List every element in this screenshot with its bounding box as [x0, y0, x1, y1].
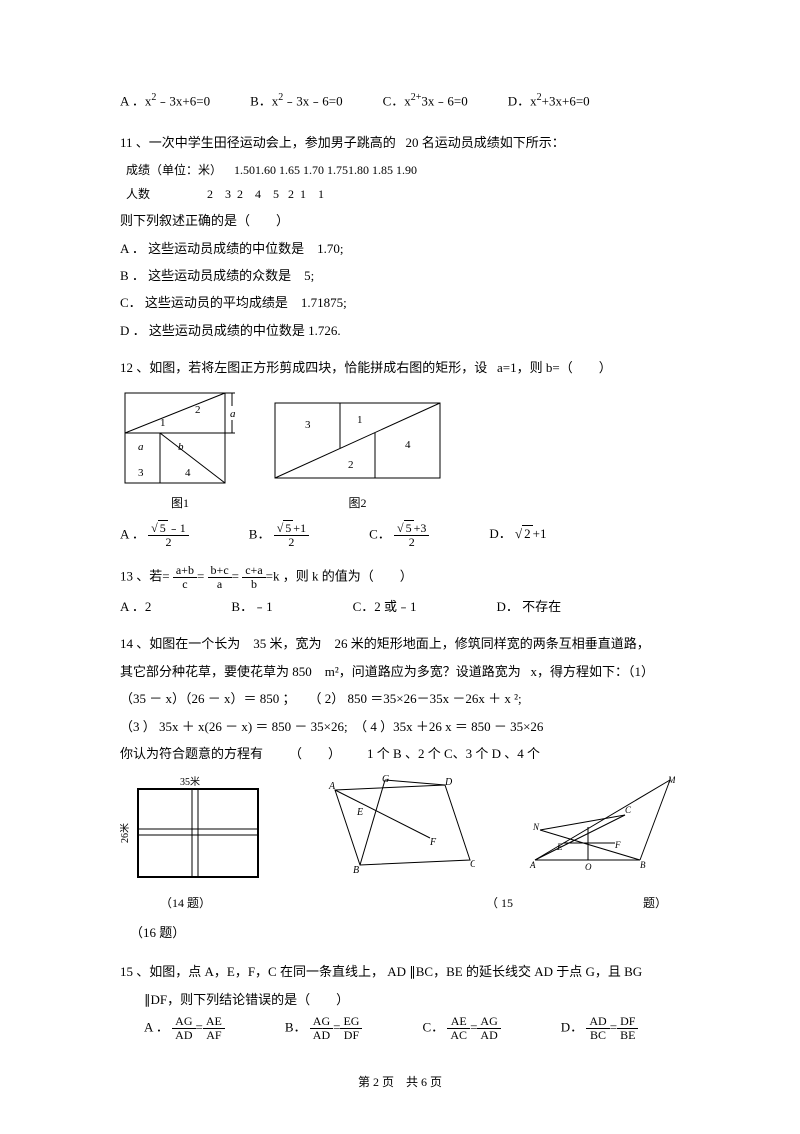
svg-text:N: N [532, 822, 540, 832]
q15-stem2: ∥DF，则下列结论错误的是（ ） [144, 988, 680, 1011]
q14-l2: 其它部分种花草，要使花草为 850 m²，问道路应为多宽？设道路宽为 x，得方程… [120, 660, 680, 683]
q15-options: A ． AGAD=AEAF B． AGAD=EGDF C． AEAC=AGAD … [144, 1015, 680, 1042]
svg-text:b: b [178, 441, 184, 453]
q12-a: A ． 5﹣12 [120, 522, 189, 549]
q10-d: D．x2+3x+6=0 [508, 89, 590, 113]
q13-stem: 13 、若= a+bc= b+ca= c+ab=k ，则 k 的值为（ ） [120, 564, 680, 591]
q12-d: D． 2+1 [489, 522, 546, 549]
cap-16: （16 题） [130, 921, 680, 944]
q11-table-2: 人数 2 3 2 4 5 2 1 1 [126, 184, 680, 206]
page-footer: 第 2 页 共 6 页 [120, 1072, 680, 1094]
svg-text:B: B [640, 860, 646, 870]
q12-fig1: a 1 2 a b 3 4 图1 [120, 388, 240, 515]
q10-b: B．x2﹣3x﹣6=0 [250, 89, 343, 113]
svg-text:a: a [138, 441, 144, 453]
svg-text:a: a [230, 408, 236, 420]
svg-text:A: A [529, 860, 536, 870]
svg-text:F: F [614, 840, 621, 850]
q15-stem: 15 、如图，点 A，E，F，C 在同一条直线上， AD ∥BC，BE 的延长线… [120, 960, 680, 983]
q12-c: C． 5+32 [369, 522, 429, 549]
svg-text:B: B [353, 865, 359, 875]
svg-text:E: E [356, 807, 363, 818]
q15-b: B． AGAD=EGDF [285, 1015, 363, 1042]
q15-d: D． ADBC=DFBE [561, 1015, 639, 1042]
fig-captions: （14 题） （ 15 题） [120, 893, 680, 915]
q13-b: B．﹣1 [231, 595, 272, 618]
q11-a: A ． 这些运动员成绩的中位数是 1.70; [120, 237, 680, 260]
svg-text:2: 2 [195, 404, 201, 416]
q11-b: B ． 这些运动员成绩的众数是 5; [120, 264, 680, 287]
svg-text:3: 3 [138, 467, 144, 479]
q11-pre: 则下列叙述正确的是（ ） [120, 209, 680, 232]
q14-l3: （35 － x）（26 － x）＝ 850 ； （ 2） 850 ＝35×26－… [120, 687, 680, 710]
fig-16: A B M N C E F O [525, 775, 675, 875]
q14-figures: 35米 26米 A G D E F B C [120, 775, 680, 885]
q11-c: C． 这些运动员的平均成绩是 1.71875; [120, 291, 680, 314]
q14-l1: 14 、如图在一个长为 35 米，宽为 26 米的矩形地面上，修筑同样宽的两条互… [120, 632, 680, 655]
q11-stem: 11 、一次中学生田径运动会上，参加男子跳高的 20 名运动员成绩如下所示： [120, 131, 680, 154]
q15-c: C． AEAC=AGAD [422, 1015, 500, 1042]
q12-figures: a 1 2 a b 3 4 图1 3 1 2 4 图2 [120, 388, 680, 515]
svg-text:35米: 35米 [180, 775, 200, 788]
svg-text:26米: 26米 [120, 823, 131, 843]
svg-text:F: F [429, 837, 437, 848]
svg-text:C: C [625, 805, 632, 815]
q10-options: A ．x2﹣3x+6=0 B．x2﹣3x﹣6=0 C．x2+3x﹣6=0 D．x… [120, 89, 680, 113]
q13-options: A ．2 B．﹣1 C．2 或﹣1 D． 不存在 [120, 595, 680, 618]
q14-l5: 你认为符合题意的方程有 （ ） 1 个 B 、2 个 C、3 个 D 、4 个 [120, 742, 680, 765]
q13-d: D． 不存在 [497, 595, 562, 618]
svg-text:M: M [667, 775, 675, 785]
svg-text:3: 3 [305, 419, 311, 431]
svg-text:1: 1 [357, 414, 363, 426]
fig-15: A G D E F B C [315, 775, 475, 875]
q11-d: D ． 这些运动员成绩的中位数是 1.726. [120, 319, 680, 342]
svg-text:1: 1 [160, 417, 166, 429]
q14-l4: （3 ） 35x ＋ x(26 － x) ＝ 850 － 35×26; （ 4 … [120, 715, 680, 738]
svg-text:G: G [382, 775, 389, 785]
q12-options: A ． 5﹣12 B． 5+12 C． 5+32 D． 2+1 [120, 522, 680, 549]
q13-a: A ．2 [120, 595, 151, 618]
q10-c: C．x2+3x﹣6=0 [383, 89, 468, 113]
q13-c: C．2 或﹣1 [353, 595, 417, 618]
q15-a: A ． AGAD=AEAF [144, 1015, 225, 1042]
svg-text:2: 2 [348, 459, 354, 471]
fig-14: 35米 26米 [120, 775, 265, 885]
q10-a: A ．x2﹣3x+6=0 [120, 89, 210, 113]
svg-text:D: D [444, 777, 453, 788]
svg-text:A: A [328, 781, 336, 792]
q12-stem: 12 、如图，若将左图正方形剪成四块，恰能拼成右图的矩形，设 a=1，则 b=（… [120, 356, 680, 379]
svg-text:E: E [556, 842, 563, 852]
q12-b: B． 5+12 [249, 522, 309, 549]
svg-text:C: C [470, 859, 475, 870]
svg-text:4: 4 [405, 439, 411, 451]
svg-text:O: O [585, 862, 592, 872]
svg-text:4: 4 [185, 467, 191, 479]
q12-fig2: 3 1 2 4 图2 [270, 388, 445, 515]
q11-table: 成绩（单位：米） 1.501.60 1.65 1.70 1.751.80 1.8… [126, 160, 680, 182]
